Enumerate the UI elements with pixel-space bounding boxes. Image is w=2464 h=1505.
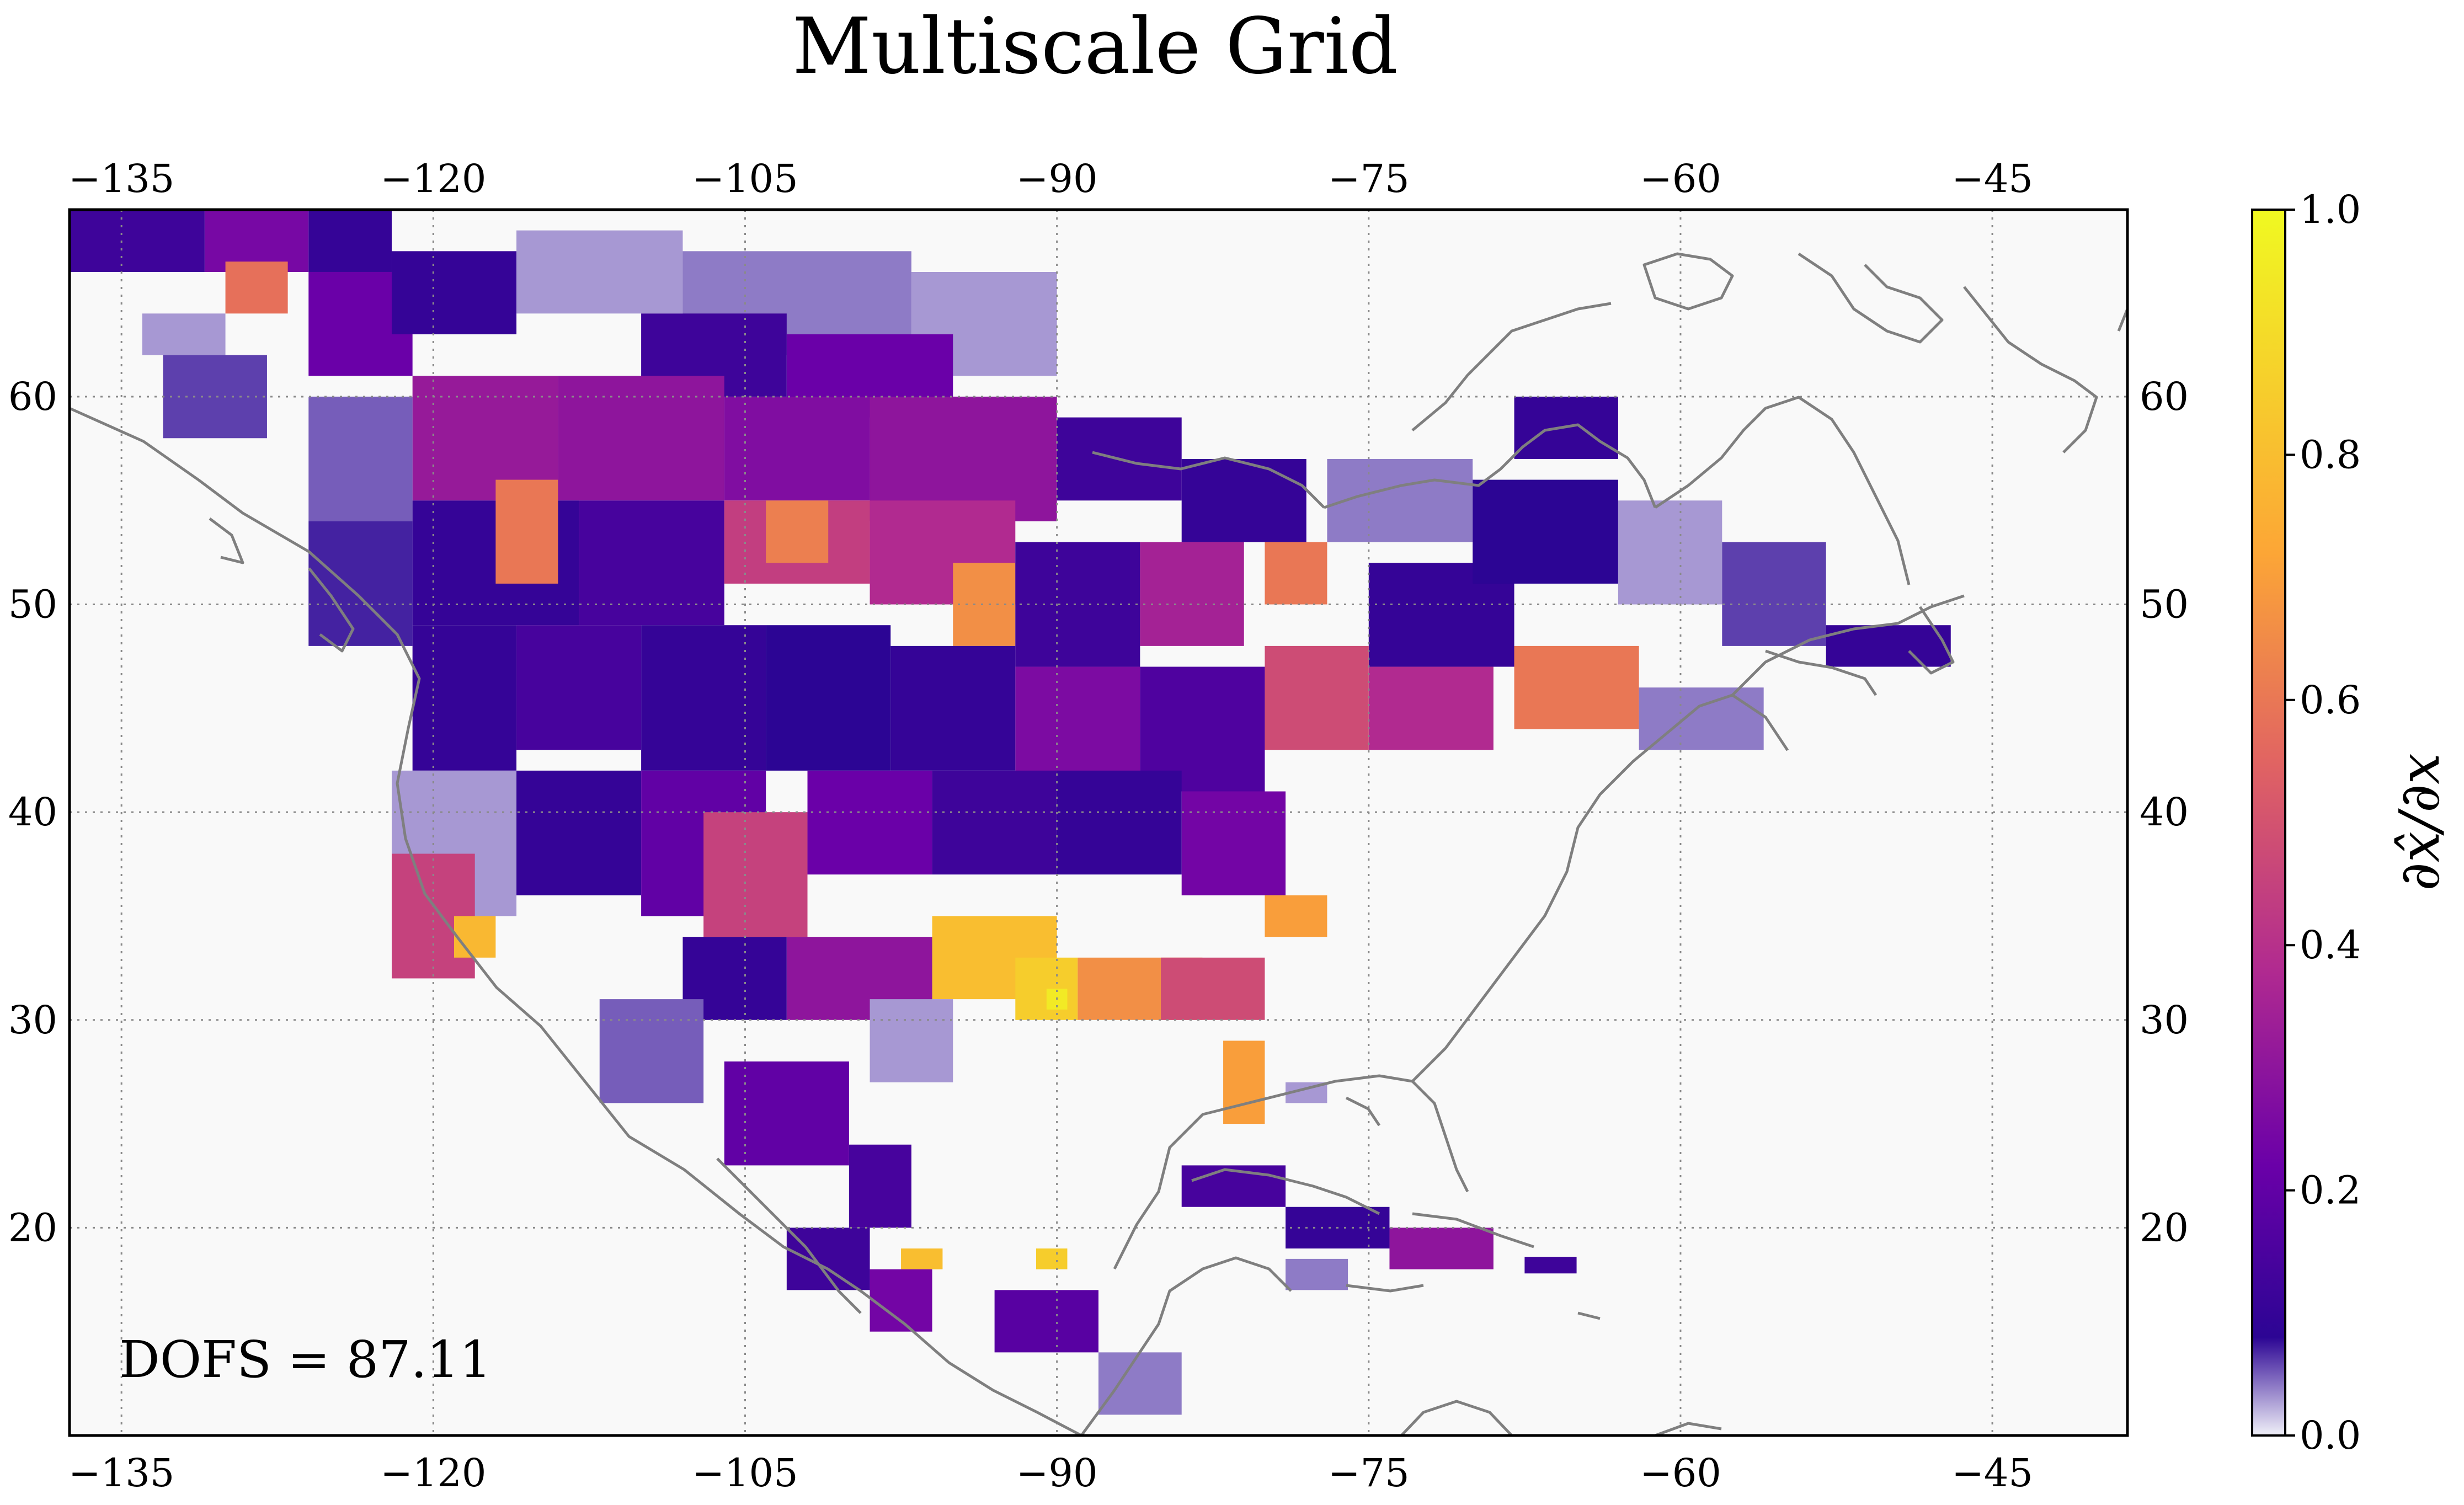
axis-ticks: −135 −135 −120 −120 −105 −105 −90 −90 −75 −75 −60 −… — [8, 156, 2189, 1496]
grid-cell — [1722, 542, 1826, 646]
lon-tick-label-top: −75 — [1328, 156, 1410, 201]
grid-cell — [849, 1144, 911, 1228]
lat-tick-label-right: 60 — [2140, 374, 2189, 419]
grid-cell — [1265, 895, 1327, 937]
grid-cell — [1181, 458, 1306, 542]
grid-cell — [1161, 957, 1265, 1020]
grid-cell — [807, 770, 932, 875]
grid-cell — [1618, 500, 1722, 605]
colorbar-tick-label: 0.0 — [2300, 1413, 2361, 1458]
lat-tick-label-left: 50 — [8, 582, 57, 627]
coastlines — [70, 252, 2127, 1435]
grid-cell — [558, 376, 724, 501]
grid-cell — [1524, 1257, 1577, 1274]
grid-cell — [786, 1228, 870, 1290]
grid-cell — [1389, 1228, 1494, 1269]
grid-cell — [766, 625, 891, 771]
grid-cell — [1036, 1248, 1068, 1269]
lat-tick-label-right: 20 — [2140, 1205, 2189, 1250]
colorbar-tick-label: 0.8 — [2300, 432, 2361, 477]
grid-cell — [1368, 666, 1494, 750]
lon-tick-label-bottom: −105 — [692, 1450, 798, 1496]
grid-cell — [932, 770, 1057, 875]
grid-cell — [1514, 645, 1639, 729]
colorbar-tick-label: 0.2 — [2300, 1168, 2361, 1213]
grid-cell — [70, 210, 205, 272]
lon-tick-label-bottom: −60 — [1640, 1450, 1721, 1496]
grid-cell — [1057, 770, 1182, 875]
grid-cell — [1181, 1165, 1286, 1207]
colorbar-label: ∂x̂/∂x — [2387, 753, 2452, 891]
grid-cell — [703, 812, 808, 937]
grid-cell — [1286, 1258, 1348, 1290]
grid-cell — [516, 625, 642, 750]
grid-cell — [142, 313, 226, 355]
lon-tick-label-bottom: −120 — [380, 1450, 486, 1496]
lat-tick-label-right: 50 — [2140, 582, 2189, 627]
colorbar-tick-label: 0.6 — [2300, 677, 2361, 723]
grid-cell — [412, 625, 517, 771]
grid-cell — [204, 210, 309, 272]
grid-cell — [308, 396, 413, 521]
grid-cell — [1265, 542, 1327, 605]
lon-tick-label-top: −60 — [1640, 156, 1721, 201]
grid-cell — [308, 521, 413, 646]
lat-tick-label-left: 20 — [8, 1205, 57, 1250]
grid-cell — [994, 1290, 1098, 1353]
lon-tick-label-bottom: −135 — [68, 1450, 174, 1496]
lon-tick-label-top: −135 — [68, 156, 174, 201]
grid-cell — [599, 999, 704, 1103]
colorbar-tick-label: 0.4 — [2300, 922, 2361, 968]
colorbar-tick-label: 1.0 — [2300, 187, 2361, 232]
lon-tick-label-top: −105 — [692, 156, 798, 201]
grid-cell — [391, 251, 517, 334]
dofs-annotation: DOFS = 87.11 — [119, 1330, 492, 1389]
grid-cell — [724, 396, 870, 501]
grid-cell — [1327, 458, 1473, 542]
chart-title: Multiscale Grid — [792, 2, 1398, 92]
map-frame — [68, 208, 2129, 1437]
grid-cells — [70, 210, 1951, 1415]
lon-tick-label-bottom: −45 — [1951, 1450, 2033, 1496]
lat-tick-label-left: 40 — [8, 789, 57, 835]
lon-tick-label-top: −90 — [1016, 156, 1098, 201]
lat-tick-label-left: 60 — [8, 374, 57, 419]
grid-cell — [308, 210, 392, 272]
grid-cell — [516, 770, 642, 895]
grid-cell — [1098, 1352, 1182, 1415]
lon-tick-label-bottom: −90 — [1016, 1450, 1098, 1496]
grid-cell — [1473, 479, 1618, 584]
grid-cell — [724, 1061, 849, 1166]
grid-cell — [163, 355, 267, 439]
grid-cell — [1181, 791, 1286, 895]
grid-cell — [766, 500, 829, 563]
lon-tick-label-top: −120 — [380, 156, 486, 201]
lon-tick-label-top: −45 — [1951, 156, 2033, 201]
grid-cell — [901, 1248, 943, 1269]
grid-cell — [579, 500, 724, 626]
lon-tick-label-bottom: −75 — [1328, 1450, 1410, 1496]
colorbar — [2251, 209, 2286, 1437]
grid-cell — [1140, 542, 1244, 646]
grid-cell — [225, 261, 288, 314]
lat-tick-label-left: 30 — [8, 997, 57, 1043]
lat-tick-label-right: 40 — [2140, 789, 2189, 835]
grid-cell — [1223, 1040, 1265, 1124]
grid-cell — [1265, 645, 1369, 750]
gridlines — [70, 210, 2127, 1435]
grid-cell — [516, 230, 683, 314]
grid-cell — [870, 999, 953, 1082]
grid-cell — [495, 479, 558, 584]
grid-cell — [641, 625, 766, 771]
grid-cell — [890, 645, 1016, 771]
colorbar-ticks: 0.0 0.2 0.4 0.6 0.8 1.0 — [2285, 187, 2361, 1458]
lat-tick-label-right: 30 — [2140, 997, 2189, 1043]
grid-cell — [454, 916, 496, 958]
grid-cell — [1826, 625, 1951, 667]
